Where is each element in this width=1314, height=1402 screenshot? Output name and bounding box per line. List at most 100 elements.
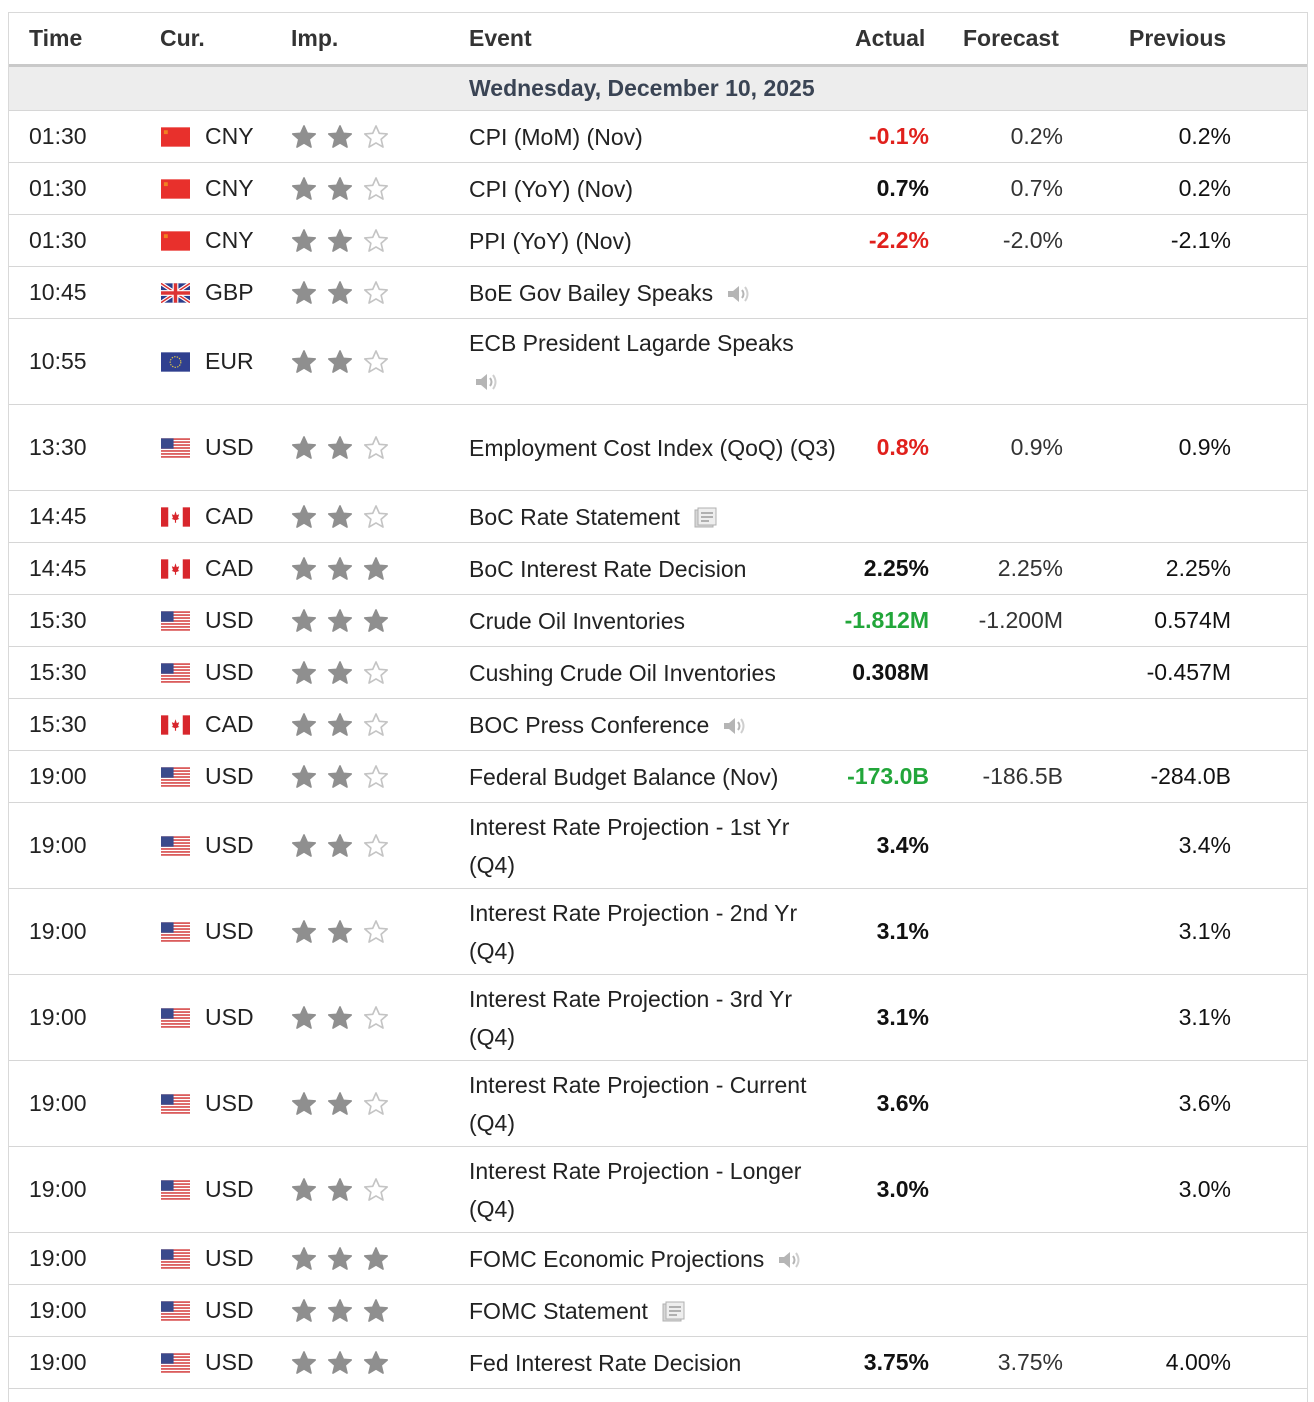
table-row[interactable]: 01:30 CNY PPI (YoY) (Nov) -2.2% -2.0% -2.1%: [9, 215, 1307, 267]
event-name[interactable]: FOMC Statement: [469, 1297, 648, 1324]
event-cell[interactable]: Interest Rate Projection - 1st Yr (Q4): [469, 803, 839, 888]
event-cell[interactable]: CPI (YoY) (Nov): [469, 163, 839, 214]
importance-stars: [290, 491, 400, 542]
table-row[interactable]: 19:00 USD FOMC Economic Projections: [9, 1233, 1307, 1285]
ca-flag-icon: [161, 543, 191, 594]
table-row[interactable]: 19:00 USD FOMC Statement: [9, 1285, 1307, 1337]
event-actual: 3.1%: [876, 1004, 929, 1030]
event-cell[interactable]: FOMC Statement: [469, 1285, 839, 1336]
event-cell[interactable]: Employment Cost Index (QoQ) (Q3): [469, 405, 839, 490]
event-name[interactable]: Federal Budget Balance (Nov): [469, 763, 779, 790]
table-row[interactable]: 10:45 GBP BoE Gov Bailey Speaks: [9, 267, 1307, 319]
table-row[interactable]: 14:45 CAD BoC Interest Rate Decision 2.25% 2…: [9, 543, 1307, 595]
event-cell[interactable]: Crude Oil Inventories: [469, 595, 839, 646]
us-flag-icon: [161, 647, 191, 698]
us-flag-icon: [161, 1337, 191, 1388]
event-cell[interactable]: Cushing Crude Oil Inventories: [469, 647, 839, 698]
event-cell[interactable]: FOMC Economic Projections: [469, 1233, 839, 1284]
event-name[interactable]: ECB President Lagarde Speaks: [469, 329, 794, 356]
event-name[interactable]: Interest Rate Projection - Longer (Q4): [469, 1157, 802, 1222]
event-name[interactable]: CPI (MoM) (Nov): [469, 123, 643, 150]
event-forecast: [949, 889, 1063, 974]
column-header-event[interactable]: Event: [469, 25, 532, 51]
star-filled-icon: [290, 763, 318, 791]
event-name[interactable]: FOMC Economic Projections: [469, 1245, 765, 1272]
event-name[interactable]: Interest Rate Projection - 2nd Yr (Q4): [469, 899, 798, 964]
event-cell[interactable]: Interest Rate Projection - 3rd Yr (Q4): [469, 975, 839, 1060]
importance-stars: [290, 751, 400, 802]
speaker-icon[interactable]: [776, 1249, 802, 1271]
star-filled-icon: [326, 1297, 354, 1325]
event-name[interactable]: Interest Rate Projection - 1st Yr (Q4): [469, 813, 790, 878]
table-row[interactable]: 19:00 USD Federal Budget Balance (Nov) -173…: [9, 751, 1307, 803]
event-cell[interactable]: Fed Interest Rate Decision: [469, 1337, 839, 1388]
speaker-icon[interactable]: [473, 371, 499, 393]
event-cell[interactable]: ECB President Lagarde Speaks: [469, 319, 839, 404]
event-previous: 3.1%: [1178, 1004, 1231, 1030]
table-row[interactable]: 19:00 USD Interest Rate Projection - 3rd Y…: [9, 975, 1307, 1061]
event-cell[interactable]: Interest Rate Projection - 2nd Yr (Q4): [469, 889, 839, 974]
table-row[interactable]: 10:55 EUR ECB President Lagarde Speaks: [9, 319, 1307, 405]
table-row[interactable]: 15:30 USD Crude Oil Inventories -1.812M -1.2…: [9, 595, 1307, 647]
event-cell[interactable]: BOC Press Conference: [469, 699, 839, 750]
us-flag-icon: [161, 1147, 191, 1232]
event-name[interactable]: Employment Cost Index (QoQ) (Q3): [469, 434, 836, 461]
column-header-time[interactable]: Time: [29, 25, 83, 51]
us-flag-icon: [161, 751, 191, 802]
event-cell[interactable]: BoC Interest Rate Decision: [469, 543, 839, 594]
table-row[interactable]: 14:45 CAD BoC Rate Statement: [9, 491, 1307, 543]
event-cell[interactable]: BoC Rate Statement: [469, 491, 839, 542]
table-row[interactable]: 19:00 USD Interest Rate Projection - 1st Y…: [9, 803, 1307, 889]
table-row[interactable]: 19:00 USD Fed Interest Rate Decision 3.75% 3…: [9, 1337, 1307, 1389]
event-cell[interactable]: PPI (YoY) (Nov): [469, 215, 839, 266]
star-filled-icon: [326, 1176, 354, 1204]
event-name[interactable]: PPI (YoY) (Nov): [469, 227, 632, 254]
star-empty-icon: [362, 711, 390, 739]
event-actual: 0.8%: [876, 434, 929, 460]
table-row[interactable]: 01:30 CNY CPI (MoM) (Nov) -0.1% 0.2% 0.2%: [9, 111, 1307, 163]
column-header-currency[interactable]: Cur.: [160, 25, 205, 51]
gb-flag-icon: [161, 267, 191, 318]
event-name[interactable]: Interest Rate Projection - Current (Q4): [469, 1071, 807, 1136]
column-header-actual[interactable]: Actual: [855, 25, 926, 51]
event-cell[interactable]: Interest Rate Projection - Longer (Q4): [469, 1147, 839, 1232]
speaker-icon[interactable]: [721, 715, 747, 737]
importance-stars: [290, 405, 400, 490]
table-row[interactable]: 19:00 USD Interest Rate Projection - Longe…: [9, 1147, 1307, 1233]
column-header-forecast[interactable]: Forecast: [963, 25, 1059, 51]
event-name[interactable]: BoE Gov Bailey Speaks: [469, 279, 714, 306]
table-row[interactable]: 19:00 USD Interest Rate Projection - Curre…: [9, 1061, 1307, 1147]
star-filled-icon: [290, 918, 318, 946]
event-cell[interactable]: Federal Budget Balance (Nov): [469, 751, 839, 802]
event-cell[interactable]: BoE Gov Bailey Speaks: [469, 267, 839, 318]
event-name[interactable]: Fed Interest Rate Decision: [469, 1349, 742, 1376]
importance-stars: [290, 699, 400, 750]
event-name[interactable]: BOC Press Conference: [469, 711, 710, 738]
speaker-icon[interactable]: [725, 283, 751, 305]
event-cell[interactable]: CPI (MoM) (Nov): [469, 111, 839, 162]
event-currency: USD: [205, 1297, 254, 1323]
event-cell[interactable]: Interest Rate Projection - Current (Q4): [469, 1061, 839, 1146]
importance-stars: [290, 595, 400, 646]
table-row[interactable]: 01:30 CNY CPI (YoY) (Nov) 0.7% 0.7% 0.2%: [9, 163, 1307, 215]
event-name[interactable]: Crude Oil Inventories: [469, 607, 686, 634]
star-filled-icon: [290, 348, 318, 376]
table-row[interactable]: 13:30 USD Employment Cost Index (QoQ) (Q3)…: [9, 405, 1307, 491]
event-name[interactable]: Interest Rate Projection - 3rd Yr (Q4): [469, 985, 792, 1050]
star-filled-icon: [326, 918, 354, 946]
event-name[interactable]: Cushing Crude Oil Inventories: [469, 659, 776, 686]
column-header-previous[interactable]: Previous: [1129, 25, 1227, 51]
event-name[interactable]: CPI (YoY) (Nov): [469, 175, 634, 202]
document-icon[interactable]: [692, 507, 718, 529]
star-filled-icon: [290, 1245, 318, 1273]
document-icon[interactable]: [660, 1301, 686, 1323]
table-row[interactable]: 15:30 USD Cushing Crude Oil Inventories 0.3…: [9, 647, 1307, 699]
event-actual: 0.308M: [852, 659, 929, 685]
table-row[interactable]: 15:30 CAD BOC Press Conference: [9, 699, 1307, 751]
column-header-importance[interactable]: Imp.: [291, 25, 339, 51]
event-name[interactable]: BoC Interest Rate Decision: [469, 555, 747, 582]
table-row[interactable]: 19:00 USD Interest Rate Projection - 2nd Y…: [9, 889, 1307, 975]
event-name[interactable]: BoC Rate Statement: [469, 503, 680, 530]
event-actual: 3.0%: [876, 1176, 929, 1202]
importance-stars: [290, 1061, 400, 1146]
